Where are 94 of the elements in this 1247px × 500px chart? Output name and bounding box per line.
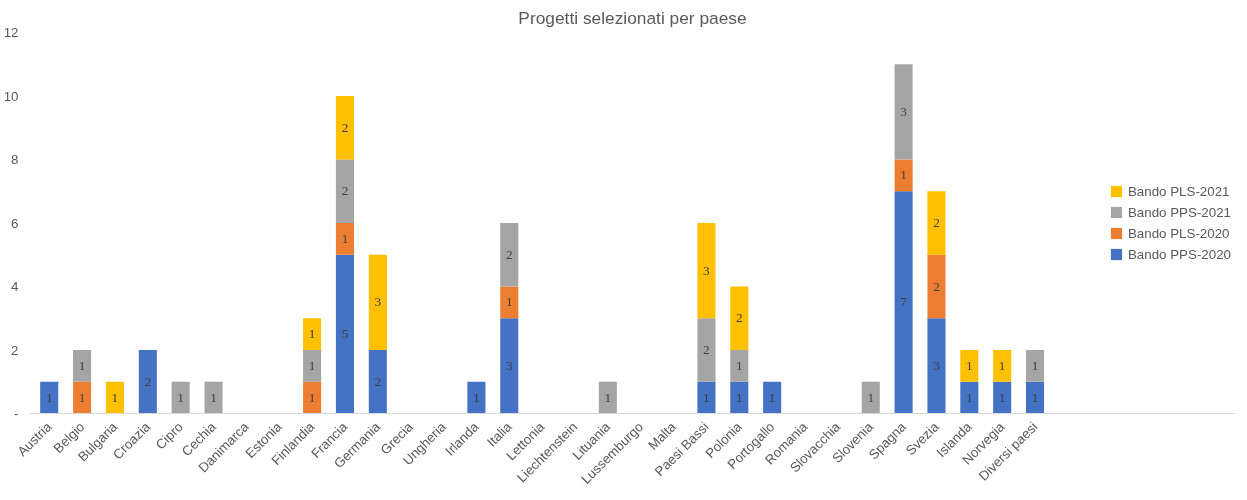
bar	[993, 350, 1012, 382]
y-tick-label: 6	[11, 215, 19, 231]
bar	[1026, 350, 1045, 382]
legend-label: Bando PPS-2021	[1127, 204, 1231, 220]
bar	[500, 318, 519, 414]
bar	[73, 350, 92, 382]
bar	[697, 318, 716, 382]
data-label: 2	[341, 119, 349, 135]
data-label: 1	[604, 389, 612, 405]
bar	[73, 381, 92, 414]
bar	[730, 381, 749, 414]
y-tick-label: 12	[3, 25, 19, 40]
data-label: 1	[45, 389, 53, 405]
data-label: 1	[308, 357, 316, 373]
bar	[730, 350, 749, 382]
bar	[40, 381, 59, 414]
legend-label: Bando PLS-2020	[1127, 225, 1230, 241]
data-label: 1	[210, 389, 217, 405]
data-label: 1	[1031, 357, 1039, 373]
y-tick-label: -	[14, 406, 19, 421]
legend-label: Bando PLS-2021	[1127, 183, 1230, 199]
chart-title: Progetti selezionati per paese	[518, 7, 747, 28]
data-label: 1	[177, 389, 184, 405]
data-label: 2	[144, 373, 152, 389]
data-label: 3	[374, 294, 382, 310]
bar	[303, 350, 322, 382]
bar	[894, 159, 913, 192]
data-label: 1	[735, 389, 743, 405]
data-label: 1	[703, 389, 710, 405]
bar	[171, 381, 190, 414]
bar	[500, 223, 519, 287]
data-label: 2	[703, 342, 710, 357]
data-label: 1	[1031, 389, 1039, 405]
data-label: 1	[341, 230, 349, 246]
bar	[105, 381, 124, 414]
bar	[763, 381, 782, 414]
bar	[894, 191, 913, 414]
bar	[993, 381, 1012, 414]
y-tick-label: 10	[3, 88, 19, 104]
bar	[335, 223, 354, 255]
data-label: 1	[308, 326, 316, 342]
data-label: 1	[867, 389, 875, 405]
bar	[697, 223, 716, 319]
bar	[303, 318, 322, 350]
data-label: 2	[341, 183, 349, 199]
data-label: 1	[78, 389, 86, 405]
data-label: 5	[341, 326, 349, 342]
y-tick-label: 2	[11, 342, 19, 358]
data-label: 2	[933, 278, 940, 294]
data-label: 1	[473, 389, 480, 405]
bar	[204, 381, 223, 414]
data-label: 1	[308, 389, 316, 405]
data-label: 2	[735, 310, 743, 326]
data-label: 1	[111, 389, 119, 405]
data-label: 2	[933, 215, 940, 230]
bar	[138, 350, 157, 414]
bar	[500, 286, 519, 319]
bar	[861, 381, 880, 414]
data-label: 1	[735, 357, 743, 373]
data-label: 2	[505, 246, 513, 262]
data-label: 1	[900, 167, 907, 183]
data-label: 1	[998, 357, 1006, 373]
bar	[927, 318, 946, 414]
data-label: 1	[998, 389, 1006, 405]
bar	[303, 381, 322, 414]
data-label: 7	[900, 294, 908, 310]
data-label: 3	[900, 103, 908, 119]
data-label: 1	[965, 389, 973, 405]
bar	[335, 159, 354, 223]
bar	[730, 286, 749, 350]
data-label: 3	[505, 357, 513, 373]
data-label: 1	[505, 294, 513, 310]
bar	[697, 381, 716, 414]
data-label: 2	[374, 373, 382, 389]
data-label: 1	[768, 389, 776, 405]
data-label: 1	[965, 357, 973, 373]
data-label: 1	[78, 357, 86, 373]
bar	[894, 64, 913, 160]
y-tick-label: 4	[11, 279, 20, 294]
bar	[927, 191, 946, 255]
bar	[368, 350, 387, 414]
y-tick-label: 8	[11, 152, 19, 167]
data-label: 3	[933, 357, 941, 373]
bar	[335, 254, 354, 414]
bar	[368, 254, 387, 350]
legend-label: Bando PPS-2020	[1127, 246, 1231, 262]
bar	[467, 381, 486, 414]
bar	[960, 350, 979, 382]
bar	[335, 96, 354, 160]
bar	[927, 254, 946, 319]
bar	[1026, 381, 1045, 414]
bar	[960, 381, 979, 414]
bar	[598, 381, 617, 414]
data-label: 3	[703, 262, 711, 278]
